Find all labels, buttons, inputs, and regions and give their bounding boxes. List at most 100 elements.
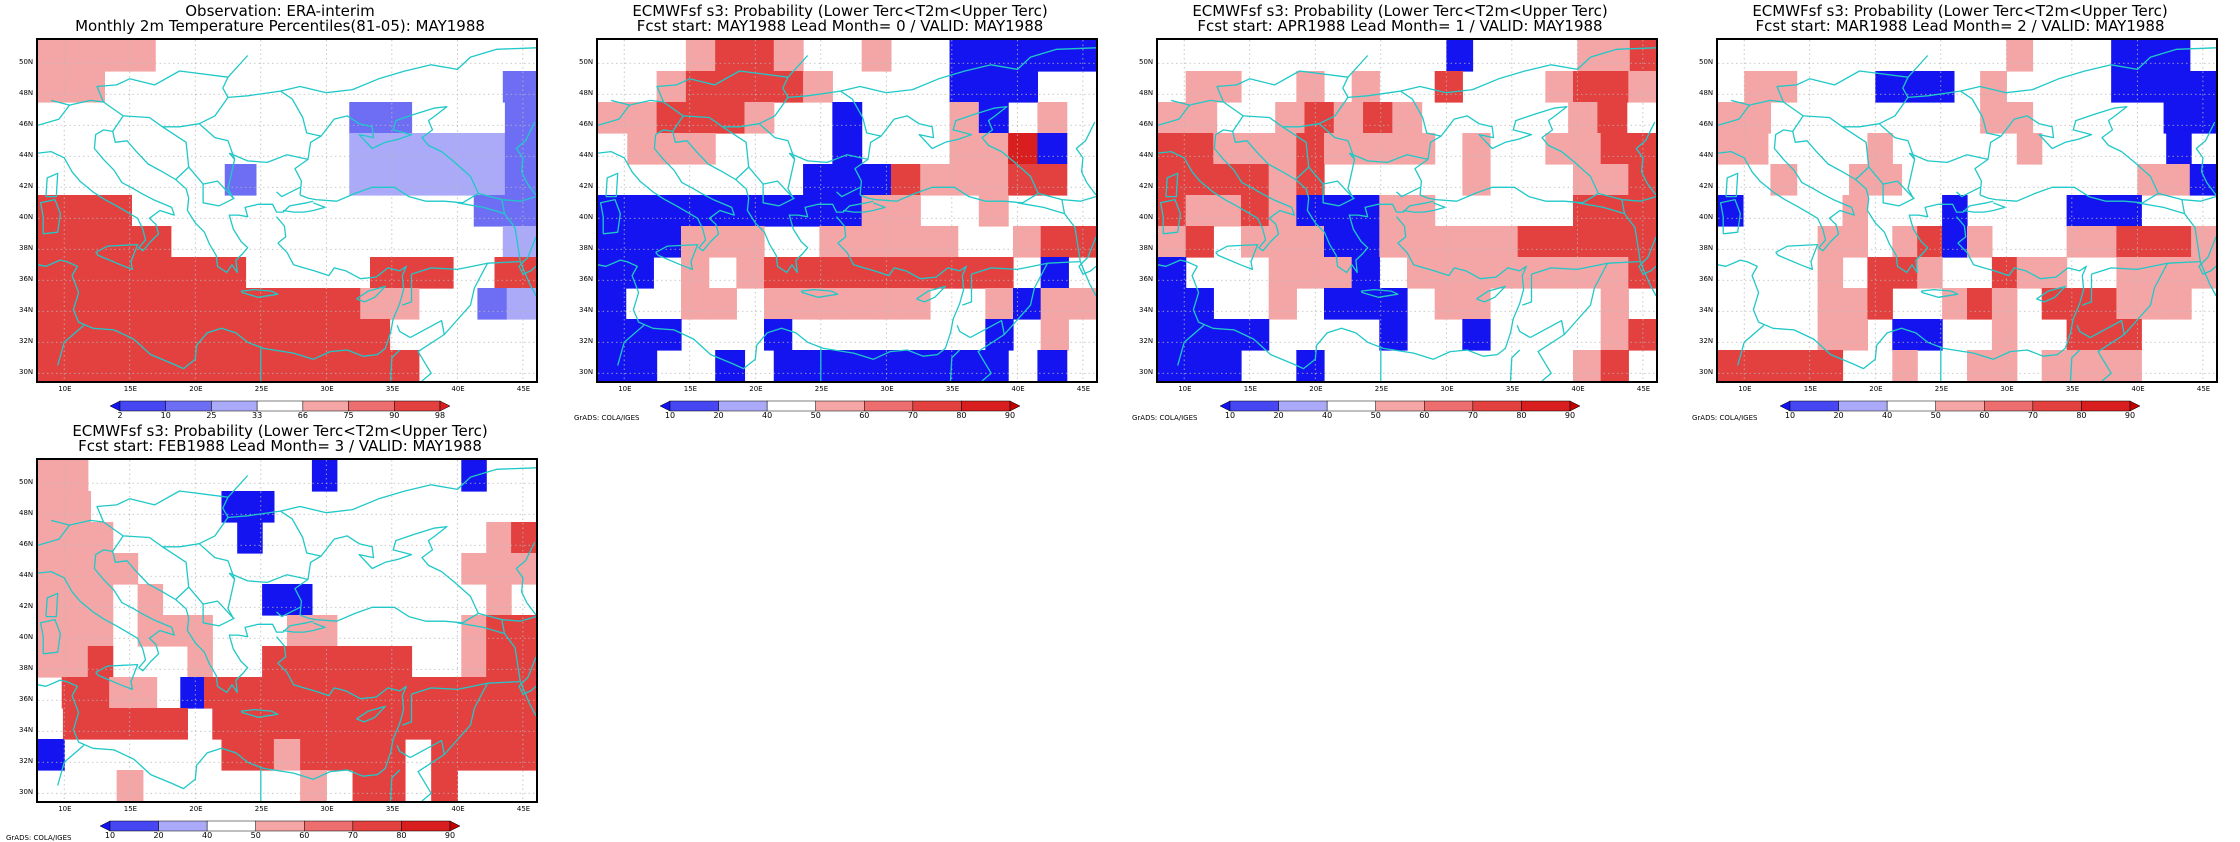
probability-cell xyxy=(819,226,848,258)
colorbar-label: 20 xyxy=(713,411,724,420)
probability-cell xyxy=(349,133,381,165)
probability-cell xyxy=(1917,257,1943,289)
coastline xyxy=(2091,199,2201,275)
colorbar-label: 40 xyxy=(1322,411,1333,420)
probability-cell xyxy=(1628,319,1656,351)
coastline xyxy=(96,55,249,103)
coastline xyxy=(1282,126,1310,180)
colorbar-label: 10 xyxy=(104,831,116,840)
colorbar-label: 75 xyxy=(343,411,354,420)
grads-credit: GrADS: COLA/IGES xyxy=(6,834,72,842)
coastline xyxy=(417,753,445,801)
coastline xyxy=(1400,90,1442,137)
latitude-label: 48N xyxy=(579,89,594,98)
coastline xyxy=(1159,198,1181,235)
probability-cell xyxy=(125,288,156,320)
coastline xyxy=(840,90,882,137)
coastline xyxy=(1537,333,1565,381)
coastline xyxy=(283,202,326,213)
probability-cell xyxy=(819,257,848,289)
probability-cell xyxy=(978,71,1009,103)
probability-cell xyxy=(1068,226,1096,258)
probability-cell xyxy=(87,553,114,585)
probability-cell xyxy=(978,195,1009,227)
coastline xyxy=(1956,216,1967,244)
probability-cell xyxy=(1296,71,1325,103)
probability-cell xyxy=(1991,257,2018,289)
longitude-label: 40E xyxy=(451,805,465,813)
probability-cell xyxy=(473,133,506,165)
panel-title-line-2: Fcst start: MAY1988 Lead Month= 0 / VALI… xyxy=(636,17,1044,35)
probability-cell xyxy=(62,646,89,678)
colorbar-segment xyxy=(206,820,256,832)
probability-cell xyxy=(681,288,710,320)
colorbar-arrow-left xyxy=(660,400,671,412)
probability-cell xyxy=(832,350,863,381)
probability-cell xyxy=(2137,71,2165,103)
probability-cell xyxy=(874,226,903,258)
probability-cell xyxy=(64,491,92,523)
coastline xyxy=(402,274,413,306)
probability-cell xyxy=(1268,257,1297,289)
probability-cell xyxy=(1901,71,1929,103)
probability-cell xyxy=(681,226,710,258)
probability-cell xyxy=(442,133,475,165)
probability-cell xyxy=(890,350,921,381)
coastline xyxy=(478,612,536,622)
coastline xyxy=(617,324,645,366)
panel-title-line-2: Monthly 2m Temperature Percentiles(81-05… xyxy=(75,17,485,35)
coastline xyxy=(605,172,619,198)
probability-cell xyxy=(2091,195,2117,227)
coastline xyxy=(515,121,536,196)
probability-cell xyxy=(2163,164,2191,196)
probability-cell xyxy=(1037,40,1068,72)
probability-cell xyxy=(349,164,381,196)
probability-cell xyxy=(1158,319,1187,351)
coastline xyxy=(969,262,1049,339)
probability-cell xyxy=(67,40,98,72)
colorbar-segment xyxy=(1326,400,1376,412)
probability-cell xyxy=(1892,226,1918,258)
probability-cell xyxy=(598,288,627,320)
probability-cell xyxy=(1600,164,1629,196)
probability-cell xyxy=(2006,40,2034,72)
coastline xyxy=(2076,324,2091,339)
coastline xyxy=(38,104,71,126)
latitude-label: 34N xyxy=(19,726,34,735)
probability-cell xyxy=(431,770,458,801)
coastline xyxy=(1725,172,1739,198)
panel-title-line-1: ECMWFsf s3: Probability (Lower Terc<T2m<… xyxy=(1752,2,2168,20)
colorbar-segment xyxy=(211,400,258,412)
coastline xyxy=(389,769,401,801)
probability-cell xyxy=(2116,350,2142,381)
probability-cell xyxy=(1849,164,1876,196)
probability-cell xyxy=(330,288,361,320)
probability-cell xyxy=(1600,226,1629,258)
longitude-label: 30E xyxy=(320,805,334,813)
probability-cell xyxy=(764,319,793,351)
probability-cell xyxy=(832,133,863,165)
coastline xyxy=(1882,184,1915,207)
probability-cell xyxy=(247,491,275,523)
probability-cell xyxy=(301,319,332,351)
colorbar-segment xyxy=(718,400,768,412)
colorbar-label: 10 xyxy=(664,411,676,420)
map-svg xyxy=(1158,40,1656,381)
probability-cell xyxy=(685,133,716,165)
longitude-label: 20E xyxy=(189,805,203,813)
colorbar-label: 80 xyxy=(2076,411,2087,420)
probability-cell xyxy=(336,708,363,740)
colorbar-svg xyxy=(1220,400,1580,412)
probability-cell xyxy=(1037,350,1068,381)
probability-cell xyxy=(155,288,186,320)
probability-cell xyxy=(184,288,215,320)
probability-cell xyxy=(1213,133,1242,165)
coastline xyxy=(672,115,684,132)
colorbar xyxy=(1220,400,1580,414)
probability-cell xyxy=(1037,102,1068,134)
probability-cell xyxy=(112,708,139,740)
coastline xyxy=(276,186,301,198)
coastline xyxy=(1079,261,1096,297)
probability-cell xyxy=(287,708,313,740)
probability-cell xyxy=(949,133,980,165)
